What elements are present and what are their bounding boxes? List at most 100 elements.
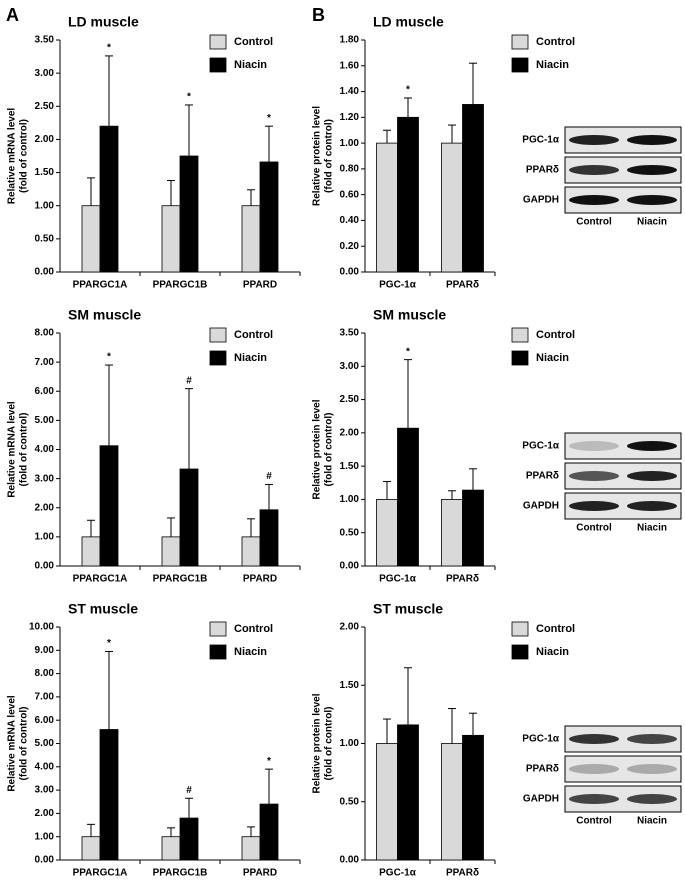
blot-band [627,195,677,205]
y-tick-label: 0.40 [340,215,360,226]
x-tick-label: PGC-1α [379,868,417,879]
bar [376,142,398,273]
error-bar [167,180,175,206]
y-tick-label: 6.00 [35,386,55,397]
legend-label: Niacin [536,59,569,71]
legend-swatch [511,350,529,366]
y-tick-label: 2.00 [340,427,360,438]
x-tick-label: PPARGC1B [153,574,208,585]
bar [462,489,484,567]
blot-band [569,195,619,205]
y-axis-label: Relative protein level [312,106,323,206]
bar [161,836,181,861]
blot-band [569,135,619,145]
blot-band [627,441,677,451]
y-tick-label: 1.00 [35,532,55,543]
legend-swatch [209,621,227,637]
x-tick-label: PPARGC1B [153,868,208,879]
error-bar [383,129,391,144]
y-tick-label: 0.50 [340,796,360,807]
bar [462,104,484,273]
bar [397,724,419,861]
y-tick-label: 1.60 [340,60,360,71]
error-bar [247,189,255,206]
x-tick-label: PPARGC1A [73,574,128,585]
significance-marker: # [186,785,192,796]
x-tick-label: PPARδ [446,280,479,291]
y-tick-label: 1.50 [340,680,360,691]
y-axis-label: (fold of control) [324,413,335,487]
y-tick-label: 1.80 [340,35,360,46]
significance-marker: * [107,352,111,363]
bar [462,734,484,861]
y-tick-label: 5.00 [35,415,55,426]
error-bar [87,519,95,537]
bar [241,836,261,861]
y-tick-label: 0.00 [340,561,360,572]
legend-swatch [209,57,227,73]
error-bar [383,480,391,500]
y-tick-label: 0.00 [340,855,360,866]
y-axis-label: (fold of control) [19,413,30,487]
blot-band [569,165,619,175]
legend-label: Niacin [234,59,267,71]
significance-marker: * [406,346,410,357]
y-tick-label: 3.00 [340,361,360,372]
blot-band [569,764,619,774]
y-tick-label: 6.00 [35,715,55,726]
bar [99,445,119,567]
significance-marker: # [186,375,192,386]
legend-label: Control [536,623,575,635]
blot-row-label: PGC-1α [522,441,560,452]
blot-band [627,764,677,774]
blot-band [569,794,619,804]
x-tick-label: PGC-1α [379,574,417,585]
x-tick-label: PPARδ [446,868,479,879]
bar [259,509,279,567]
y-axis-label: Relative protein level [312,399,323,499]
bar [397,427,419,567]
y-tick-label: 8.00 [35,328,55,339]
y-tick-label: 2.00 [340,622,360,633]
error-bar [105,650,113,730]
legend-swatch [511,621,529,637]
error-bar [265,768,273,805]
bar [376,499,398,567]
y-tick-label: 0.00 [340,267,360,278]
y-tick-label: 1.00 [35,831,55,842]
blot-lane-label: Control [576,816,612,827]
panel-label: A [6,5,19,25]
blot-band [627,471,677,481]
legend-label: Control [536,36,575,48]
y-axis-label: Relative mRNA level [7,401,18,498]
x-tick-label: PPARGC1A [73,280,128,291]
error-bar [247,518,255,537]
blot-band [627,135,677,145]
legend-label: Control [234,329,273,341]
significance-marker: # [266,471,272,482]
y-tick-label: 9.00 [35,645,55,656]
legend-swatch [511,57,529,73]
y-tick-label: 1.00 [340,138,360,149]
y-tick-label: 1.00 [340,738,360,749]
blot-band [627,501,677,511]
y-tick-label: 3.00 [35,68,55,79]
blot-row-label: PPARδ [526,471,559,482]
bar [179,155,199,273]
x-tick-label: PPARδ [446,574,479,585]
y-tick-label: 4.00 [35,761,55,772]
blot-row-label: GAPDH [523,195,559,206]
error-bar [404,97,412,118]
y-tick-label: 1.20 [340,112,360,123]
panel-label: B [312,5,325,25]
chart-title: ST muscle [68,601,138,617]
y-axis-label: (fold of control) [324,707,335,781]
y-tick-label: 2.00 [35,808,55,819]
bar [161,536,181,567]
error-bar [105,364,113,446]
x-tick-label: PPARD [243,574,277,585]
x-tick-label: PGC-1α [379,280,417,291]
y-tick-label: 0.00 [35,267,55,278]
y-tick-label: 2.50 [340,394,360,405]
significance-marker: * [267,113,271,124]
